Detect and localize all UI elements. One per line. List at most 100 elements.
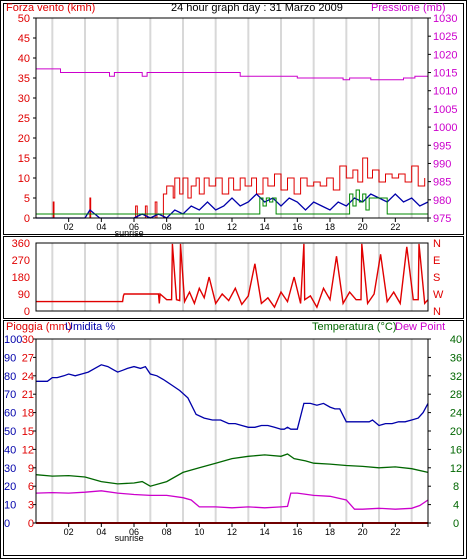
hour-axis-label: 06 <box>129 527 139 537</box>
rain-tick-label: 15 <box>22 426 34 438</box>
hour-axis-label: 14 <box>260 222 270 232</box>
wind-tick-label: 50 <box>18 13 30 25</box>
wind-tick-label: 40 <box>18 53 30 65</box>
wind-axis-title: Forza vento (kmh) <box>6 2 95 14</box>
humidity-tick-label: 50 <box>4 426 16 438</box>
wind-direction-line <box>36 243 429 309</box>
wind-tick-label: 25 <box>18 113 30 125</box>
direction-plot-area <box>35 242 429 312</box>
pressure-tick-label: 1010 <box>433 86 457 98</box>
mid-panel-frame <box>3 236 464 319</box>
wind-green-line <box>36 189 428 215</box>
wind-tick-label: 30 <box>18 93 30 105</box>
temperature-axis-title: Temperatura (°C) <box>312 321 396 333</box>
humidity-tick-label: 10 <box>4 500 16 512</box>
pressure-axis-title: Pressione (mb) <box>371 2 446 14</box>
humidity-tick-label: 40 <box>4 444 16 456</box>
rain-tick-label: 27 <box>22 352 34 364</box>
temperature-tick-label: 12 <box>450 463 462 475</box>
pressure-tick-label: 1015 <box>433 68 457 80</box>
temperature-tick-label: 40 <box>450 334 462 346</box>
humidity-tick-label: 60 <box>4 408 16 420</box>
rain-tick-label: 18 <box>22 408 34 420</box>
temperature-line <box>35 453 429 487</box>
hour-axis-label: 14 <box>260 527 270 537</box>
hour-axis-label: 12 <box>227 222 237 232</box>
compass-label: N <box>433 238 441 250</box>
humidity-line <box>36 364 429 430</box>
rain-tick-label: 6 <box>28 481 34 493</box>
direction-tick-label: 0 <box>24 306 30 318</box>
wind-tick-label: 20 <box>18 133 30 145</box>
hour-axis-label: 20 <box>358 222 368 232</box>
temperature-tick-label: 8 <box>453 481 459 493</box>
pressure-tick-label: 1000 <box>433 122 457 134</box>
compass-label: E <box>433 255 440 267</box>
hour-axis-label: 16 <box>292 527 302 537</box>
humidity-tick-label: 20 <box>4 481 16 493</box>
hour-axis-label: 12 <box>227 527 237 537</box>
hour-axis-label: 04 <box>96 222 106 232</box>
wind-direction-chart: 0 N 90 W 180 S 270 E 360 N <box>12 238 444 318</box>
pressure-tick-label: 1020 <box>433 49 457 61</box>
rain-tick-label: 3 <box>28 500 34 512</box>
wind-tick-label: 0 <box>24 213 30 225</box>
hour-axis-label: 04 <box>96 527 106 537</box>
hour-axis-label: 08 <box>162 527 172 537</box>
hour-axis-label: 10 <box>194 222 204 232</box>
pressure-tick-label: 985 <box>433 177 451 189</box>
humidity-tick-label: 30 <box>4 463 16 475</box>
rain-tick-label: 12 <box>22 444 34 456</box>
pressure-tick-label: 1025 <box>433 31 457 43</box>
hour-axis-label: 06 <box>129 222 139 232</box>
humidity-tick-label: 90 <box>4 352 16 364</box>
temperature-tick-label: 24 <box>450 408 462 420</box>
humidity-axis-title: Umidita % <box>65 321 115 333</box>
temperature-tick-label: 20 <box>450 426 462 438</box>
hour-axis-label: 10 <box>194 527 204 537</box>
hour-axis-label: 22 <box>390 527 400 537</box>
hour-axis-label: 08 <box>162 222 172 232</box>
direction-tick-label: 270 <box>12 255 30 267</box>
rain-axis-title: Pioggia (mm) <box>6 321 71 333</box>
temperature-tick-label: 36 <box>450 352 462 364</box>
pressure-tick-label: 975 <box>433 213 451 225</box>
pressure-line <box>36 68 428 81</box>
rain-tick-label: 30 <box>22 334 34 346</box>
rain-humidity-temp-chart: 0102030405060708090100036912151821242730… <box>4 334 462 543</box>
direction-tick-label: 180 <box>12 272 30 284</box>
hour-axis-label: 20 <box>358 527 368 537</box>
temperature-tick-label: 16 <box>450 444 462 456</box>
dewpoint-axis-title: Dew Point <box>395 321 445 333</box>
direction-tick-label: 360 <box>12 238 30 250</box>
hour-axis-label: 18 <box>325 527 335 537</box>
wind-tick-label: 35 <box>18 73 30 85</box>
hour-axis-label: 16 <box>292 222 302 232</box>
rain-tick-label: 21 <box>22 389 34 401</box>
wind-tick-label: 5 <box>24 193 30 205</box>
humidity-tick-label: 100 <box>4 334 22 346</box>
top-panel-frame <box>3 3 464 235</box>
rain-tick-label: 0 <box>28 518 34 530</box>
wind-pressure-chart: 0510152025303540455097598098599099510001… <box>18 13 458 238</box>
pressure-tick-label: 1030 <box>433 13 457 25</box>
compass-label: N <box>433 306 441 318</box>
compass-label: W <box>433 289 444 301</box>
hour-axis-label: 02 <box>64 222 74 232</box>
humidity-tick-label: 0 <box>4 518 10 530</box>
pressure-tick-label: 1005 <box>433 104 457 116</box>
temperature-tick-label: 0 <box>453 518 459 530</box>
bottom-panel-frame <box>3 320 464 556</box>
hour-axis-label: 02 <box>64 527 74 537</box>
wind-tick-label: 45 <box>18 33 30 45</box>
rain-tick-label: 24 <box>22 371 34 383</box>
temperature-tick-label: 28 <box>450 389 462 401</box>
wind-tick-label: 10 <box>18 173 30 185</box>
hour-axis-label: 22 <box>390 222 400 232</box>
rain-tick-label: 9 <box>28 463 34 475</box>
wind-tick-label: 15 <box>18 153 30 165</box>
pressure-tick-label: 995 <box>433 140 451 152</box>
sunrise-label: sunrise <box>115 228 144 238</box>
